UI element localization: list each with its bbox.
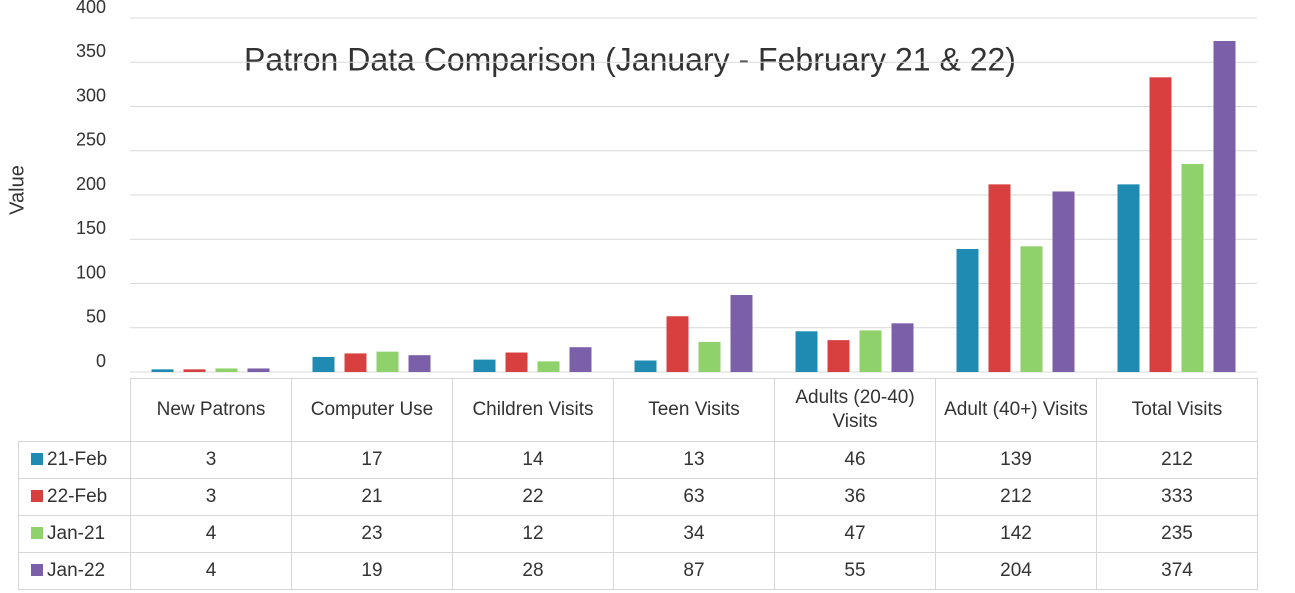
- value-cell: 333: [1096, 478, 1258, 516]
- y-tick-label: 250: [76, 130, 106, 150]
- bar: [859, 330, 882, 372]
- value-cell: 46: [774, 441, 936, 479]
- value-cell: 21: [291, 478, 453, 516]
- value-cell: 14: [452, 441, 614, 479]
- corner-cell: [18, 378, 131, 442]
- data-table: New Patrons Computer Use Children Visits Te…: [18, 378, 1258, 590]
- series-row: 22-Feb 3 21 22 63 36 212 333: [18, 478, 1258, 516]
- category-label: Adults (20-40) Visits: [774, 378, 936, 442]
- series-row: Jan-22 4 19 28 87 55 204 374: [18, 552, 1258, 590]
- bar: [344, 353, 367, 372]
- value-cell: 4: [130, 515, 292, 553]
- chart-title: Patron Data Comparison (January - Februa…: [244, 41, 1016, 77]
- legend-swatch: [31, 453, 43, 465]
- value-cell: 142: [935, 515, 1097, 553]
- value-cell: 12: [452, 515, 614, 553]
- legend-swatch: [31, 527, 43, 539]
- bar: [956, 248, 979, 372]
- bar: [1149, 77, 1172, 373]
- category-label: Total Visits: [1096, 378, 1258, 442]
- y-tick-label: 300: [76, 85, 106, 105]
- bar: [634, 360, 657, 372]
- value-cell: 235: [1096, 515, 1258, 553]
- value-cell: 212: [935, 478, 1097, 516]
- category-label: New Patrons: [130, 378, 292, 442]
- value-cell: 87: [613, 552, 775, 590]
- value-cell: 55: [774, 552, 936, 590]
- bar: [537, 361, 560, 372]
- value-cell: 17: [291, 441, 453, 479]
- y-tick-label: 200: [76, 174, 106, 194]
- legend-label: 22-Feb: [47, 486, 108, 507]
- y-tick-label: 400: [76, 0, 106, 17]
- bar: [183, 369, 206, 372]
- value-cell: 23: [291, 515, 453, 553]
- bar: [1052, 191, 1075, 372]
- value-cell: 3: [130, 478, 292, 516]
- legend-entry: 21-Feb: [18, 441, 131, 479]
- bar: [408, 355, 431, 372]
- y-tick-label: 50: [86, 307, 106, 327]
- series-row: Jan-21 4 23 12 34 47 142 235: [18, 515, 1258, 553]
- legend-swatch: [31, 490, 43, 502]
- value-cell: 13: [613, 441, 775, 479]
- y-tick-label: 350: [76, 41, 106, 61]
- bar: [312, 356, 335, 372]
- bar: [376, 351, 399, 372]
- bar: [988, 184, 1011, 372]
- bar: [151, 369, 174, 372]
- y-tick-label: 0: [96, 351, 106, 371]
- value-cell: 28: [452, 552, 614, 590]
- legend-label: 21-Feb: [47, 449, 108, 470]
- bar: [1117, 184, 1140, 372]
- bar: [569, 347, 592, 372]
- bar: [1181, 164, 1204, 372]
- value-cell: 63: [613, 478, 775, 516]
- value-cell: 4: [130, 552, 292, 590]
- legend-label: Jan-22: [47, 560, 106, 581]
- legend-label: Jan-21: [47, 523, 106, 544]
- y-axis-label: Value: [6, 165, 28, 215]
- value-cell: 19: [291, 552, 453, 590]
- legend-entry: Jan-22: [18, 552, 131, 590]
- bar: [247, 368, 270, 372]
- bar: [891, 323, 914, 372]
- bar: [1020, 246, 1043, 372]
- bar: [730, 295, 753, 372]
- series-row: 21-Feb 3 17 14 13 46 139 212: [18, 441, 1258, 479]
- legend-swatch: [31, 564, 43, 576]
- header-row: New Patrons Computer Use Children Visits Te…: [18, 378, 1258, 442]
- bar: [473, 359, 496, 372]
- value-cell: 47: [774, 515, 936, 553]
- legend-entry: 22-Feb: [18, 478, 131, 516]
- bar: [795, 331, 818, 372]
- bar: [215, 368, 238, 372]
- category-label: Teen Visits: [613, 378, 775, 442]
- legend-entry: Jan-21: [18, 515, 131, 553]
- bar: [827, 340, 850, 372]
- value-cell: 36: [774, 478, 936, 516]
- value-cell: 212: [1096, 441, 1258, 479]
- bar: [698, 341, 721, 372]
- category-label: Children Visits: [452, 378, 614, 442]
- bar: [666, 316, 689, 372]
- category-label: Adult (40+) Visits: [935, 378, 1097, 442]
- value-cell: 139: [935, 441, 1097, 479]
- y-tick-label: 150: [76, 218, 106, 238]
- value-cell: 204: [935, 552, 1097, 590]
- bar: [505, 352, 528, 372]
- bar: [1213, 41, 1236, 372]
- value-cell: 374: [1096, 552, 1258, 590]
- value-cell: 22: [452, 478, 614, 516]
- category-label: Computer Use: [291, 378, 453, 442]
- y-tick-label: 100: [76, 262, 106, 282]
- value-cell: 3: [130, 441, 292, 479]
- value-cell: 34: [613, 515, 775, 553]
